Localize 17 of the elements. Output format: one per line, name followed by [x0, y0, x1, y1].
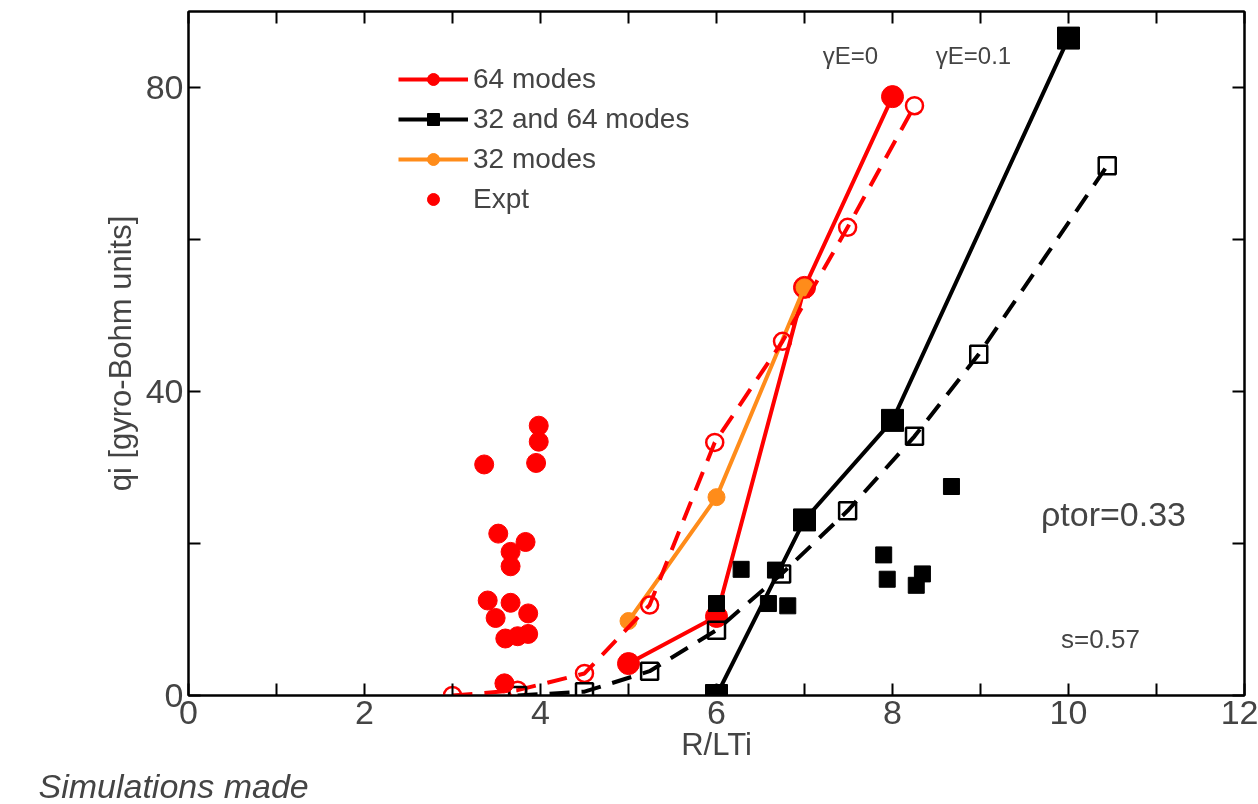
legend-label: Expt — [473, 183, 530, 215]
legend-label: 32 and 64 modes — [473, 103, 690, 135]
annotation: γE=0 — [822, 42, 879, 69]
x-tick-label: 2 — [355, 692, 374, 731]
annotation: s=0.57 — [1061, 623, 1140, 654]
text: Simulations made — [38, 766, 309, 804]
annotation: ρtor=0.33 — [1040, 494, 1187, 533]
legend-label: 32 modes — [473, 143, 596, 175]
annotation: γE=0.1 — [935, 42, 1012, 69]
x-tick-label: 10 — [1049, 692, 1088, 731]
x-tick-label: 12 — [1220, 692, 1258, 731]
x-tick-label: 8 — [883, 692, 902, 731]
y-tick-label: 80 — [145, 68, 184, 106]
x-tick-label: 4 — [531, 692, 550, 731]
legend-label: 64 modes — [473, 63, 596, 95]
y-tick-label: 40 — [145, 372, 184, 410]
y-axis-title: qi [gyro-Bohm units] — [102, 215, 138, 492]
